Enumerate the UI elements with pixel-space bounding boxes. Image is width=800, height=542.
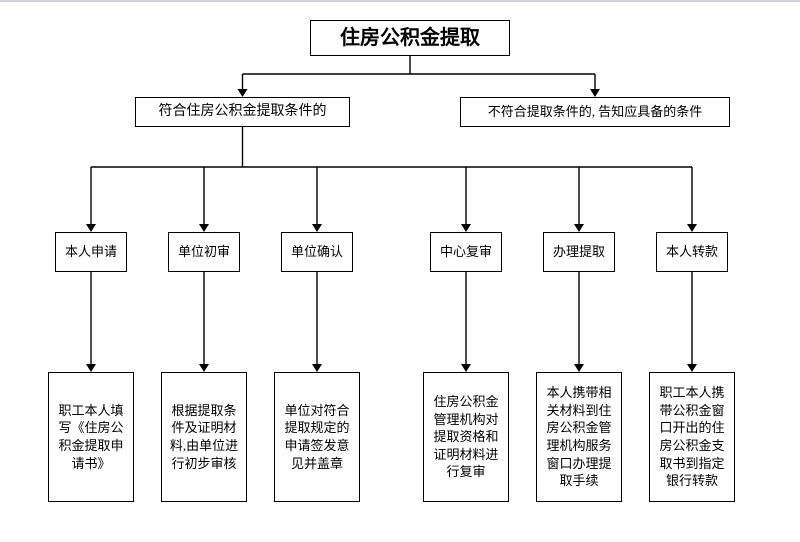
- detail-node: 职工本人填写《住房公积金提取申请书》: [48, 372, 134, 502]
- step-node: 中心复审: [430, 232, 502, 272]
- detail-node: 根据提取条件及证明材料,由单位进行初步审核: [161, 372, 247, 502]
- detail-node: 单位对符合提取规定的申请签发意见并盖章: [274, 372, 360, 502]
- detail-node: 住房公积金管理机构对提取资格和证明材料进行复审: [423, 372, 509, 502]
- step-node: 本人申请: [55, 232, 127, 272]
- branch-node: 不符合提取条件的, 告知应具备的条件: [460, 97, 730, 127]
- step-node: 单位初审: [168, 232, 240, 272]
- detail-node: 职工本人携带公积金窗口开出的住房公积金支取书到指定银行转款: [649, 372, 735, 502]
- step-node: 办理提取: [543, 232, 615, 272]
- step-node: 本人转款: [656, 232, 728, 272]
- step-node: 单位确认: [281, 232, 353, 272]
- branch-node: 符合住房公积金提取条件的: [135, 97, 350, 127]
- root-node: 住房公积金提取: [310, 20, 510, 56]
- detail-node: 本人携带相关材料到住房公积金管理机构服务窗口办理提取手续: [536, 372, 622, 502]
